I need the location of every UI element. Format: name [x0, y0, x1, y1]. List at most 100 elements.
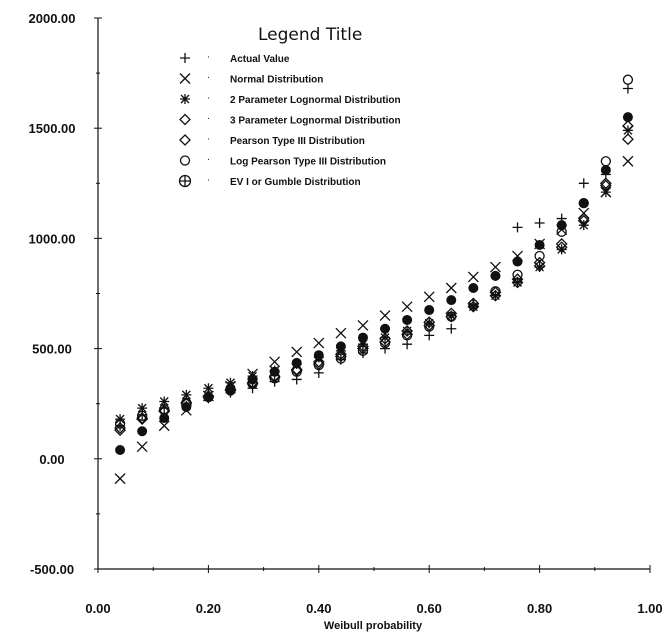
data-point [269, 356, 281, 368]
data-point [137, 410, 148, 421]
legend-title: Legend Title [258, 25, 362, 45]
data-point [423, 291, 435, 303]
x-axis-ticks: 0.00 0.20 0.40 0.60 0.80 1.00 [85, 565, 663, 616]
data-point [401, 301, 413, 313]
data-point [556, 220, 567, 231]
data-point [534, 217, 545, 228]
legend: Legend Title · Actual Value · Normal Distri… [178, 25, 401, 188]
data-point [622, 74, 634, 85]
data-point [578, 178, 589, 189]
data-point [291, 346, 303, 358]
data-point [357, 340, 369, 353]
data-point [402, 339, 413, 350]
legend-entry: · Log Pearson Type III Distribution [179, 155, 386, 168]
y-tick-label: -500.00 [30, 562, 74, 577]
data-point [446, 310, 457, 321]
legend-entry: · 2 Parameter Lognormal Distribution [180, 94, 401, 106]
data-point [114, 424, 126, 437]
diamond-icon [179, 134, 191, 146]
data-point [600, 187, 611, 198]
data-point [577, 212, 590, 225]
y-tick-label: 0.00 [39, 452, 64, 467]
data-point [402, 314, 413, 325]
legend-entry: · EV I or Gumble Distribution [178, 174, 361, 188]
data-point [578, 198, 589, 209]
legend-dot: · [207, 176, 210, 186]
x-tick-label: 1.00 [637, 601, 662, 616]
data-point [379, 332, 391, 345]
data-point [424, 321, 435, 332]
legend-entry: · 3 Parameter Lognormal Distribution [179, 113, 401, 127]
data-point [577, 214, 590, 227]
cross-icon [179, 73, 191, 84]
data-point [424, 305, 435, 316]
data-point [622, 120, 634, 132]
data-point [599, 177, 612, 190]
data-point [159, 413, 170, 424]
data-point [446, 311, 457, 322]
circle-icon [179, 155, 191, 166]
y-tick-label: 1000.00 [29, 231, 76, 246]
x-tick-label: 0.40 [306, 601, 331, 616]
legend-dot: · [207, 53, 210, 63]
legend-dot: · [207, 74, 210, 84]
data-point [269, 366, 280, 377]
legend-label: EV I or Gumble Distribution [230, 177, 361, 188]
data-point [136, 413, 149, 426]
data-point [203, 383, 214, 394]
data-points [114, 74, 634, 485]
data-point [137, 403, 148, 414]
data-point [380, 323, 391, 334]
data-point [401, 330, 413, 341]
legend-label: Log Pearson Type III Distribution [230, 157, 386, 168]
data-point [533, 256, 546, 269]
data-point [357, 345, 369, 356]
data-point [313, 359, 324, 371]
data-point [622, 83, 633, 94]
data-point [225, 383, 236, 394]
legend-label: Actual Value [230, 54, 290, 65]
circle-plus-icon [178, 174, 192, 188]
data-point [512, 222, 523, 233]
data-point [335, 327, 347, 339]
data-point [512, 256, 523, 267]
data-point [158, 420, 170, 432]
data-point [445, 282, 457, 294]
legend-entry: · Pearson Type III Distribution [179, 134, 365, 147]
data-point [225, 377, 236, 388]
legend-dot: · [207, 156, 210, 166]
data-point [115, 444, 126, 455]
data-point [534, 240, 545, 251]
legend-label: Pearson Type III Distribution [230, 136, 365, 147]
x-tick-label: 0.60 [417, 601, 442, 616]
y-tick-label: 2000.00 [29, 11, 76, 26]
data-point [489, 286, 502, 299]
data-point [446, 295, 457, 306]
x-tick-label: 0.20 [196, 601, 221, 616]
data-point [622, 133, 634, 146]
data-point [357, 332, 368, 343]
data-point [534, 250, 545, 262]
data-point [335, 341, 346, 352]
data-point [424, 330, 435, 341]
data-point [181, 389, 192, 400]
data-point [423, 316, 436, 329]
data-point [357, 319, 369, 331]
data-point [445, 307, 458, 320]
data-point [136, 412, 149, 424]
legend-label: Normal Distribution [230, 75, 323, 86]
legend-label: 2 Parameter Lognormal Distribution [230, 95, 401, 106]
data-point [622, 155, 634, 167]
y-tick-label: 500.00 [32, 342, 72, 357]
data-point [313, 337, 325, 349]
asterisk-icon [180, 94, 190, 104]
data-point [490, 286, 501, 297]
data-point [114, 473, 126, 485]
data-point [446, 323, 457, 334]
data-point [136, 441, 148, 453]
data-point [181, 402, 192, 413]
data-point [467, 271, 479, 283]
data-point [114, 418, 126, 429]
data-point [313, 350, 324, 361]
legend-dot: · [207, 135, 210, 145]
